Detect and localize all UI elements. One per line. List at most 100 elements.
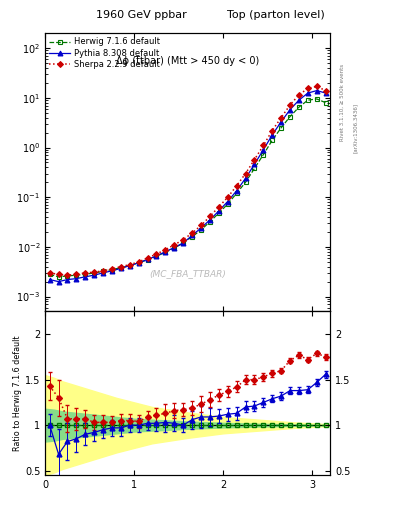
Herwig 7.1.6 default [74, 272, 79, 278]
Sherpa 2.2.9 default [65, 272, 70, 278]
Pythia 8.308 default [297, 97, 301, 103]
Pythia 8.308 default [270, 132, 275, 138]
Pythia 8.308 default [101, 270, 105, 276]
Herwig 7.1.6 default [305, 97, 310, 103]
Sherpa 2.2.9 default [198, 222, 203, 228]
Text: Rivet 3.1.10, ≥ 500k events: Rivet 3.1.10, ≥ 500k events [340, 64, 344, 141]
Line: Herwig 7.1.6 default: Herwig 7.1.6 default [47, 97, 328, 279]
Legend: Herwig 7.1.6 default, Pythia 8.308 default, Sherpa 2.2.9 default: Herwig 7.1.6 default, Pythia 8.308 defau… [48, 36, 161, 70]
Herwig 7.1.6 default [145, 257, 150, 263]
Line: Pythia 8.308 default: Pythia 8.308 default [47, 88, 328, 284]
Sherpa 2.2.9 default [217, 204, 221, 210]
Pythia 8.308 default [234, 188, 239, 194]
Sherpa 2.2.9 default [190, 230, 195, 236]
Pythia 8.308 default [47, 276, 52, 283]
Herwig 7.1.6 default [65, 273, 70, 279]
Pythia 8.308 default [181, 240, 185, 246]
Herwig 7.1.6 default [297, 104, 301, 110]
Sherpa 2.2.9 default [127, 262, 132, 268]
Pythia 8.308 default [74, 275, 79, 282]
Sherpa 2.2.9 default [225, 194, 230, 200]
Sherpa 2.2.9 default [261, 142, 266, 148]
Sherpa 2.2.9 default [163, 247, 168, 253]
Sherpa 2.2.9 default [154, 251, 159, 257]
Text: (MC_FBA_TTBAR): (MC_FBA_TTBAR) [149, 269, 226, 278]
Sherpa 2.2.9 default [110, 266, 114, 272]
Text: [arXiv:1306.3436]: [arXiv:1306.3436] [353, 103, 358, 153]
Pythia 8.308 default [305, 90, 310, 96]
Sherpa 2.2.9 default [270, 127, 275, 134]
Y-axis label: Ratio to Herwig 7.1.6 default: Ratio to Herwig 7.1.6 default [13, 335, 22, 451]
Pythia 8.308 default [119, 265, 123, 271]
Pythia 8.308 default [172, 245, 177, 251]
Herwig 7.1.6 default [56, 274, 61, 280]
Pythia 8.308 default [252, 161, 257, 167]
Sherpa 2.2.9 default [323, 88, 328, 94]
Herwig 7.1.6 default [154, 253, 159, 259]
Herwig 7.1.6 default [323, 100, 328, 106]
Sherpa 2.2.9 default [92, 269, 97, 275]
Herwig 7.1.6 default [190, 233, 195, 240]
Pythia 8.308 default [83, 274, 88, 280]
Herwig 7.1.6 default [47, 271, 52, 278]
Pythia 8.308 default [92, 272, 97, 278]
Herwig 7.1.6 default [92, 270, 97, 276]
Sherpa 2.2.9 default [243, 170, 248, 177]
Herwig 7.1.6 default [198, 227, 203, 233]
Pythia 8.308 default [198, 225, 203, 231]
Sherpa 2.2.9 default [305, 86, 310, 92]
Sherpa 2.2.9 default [56, 271, 61, 278]
Pythia 8.308 default [208, 217, 212, 223]
Pythia 8.308 default [323, 90, 328, 96]
Herwig 7.1.6 default [208, 219, 212, 225]
Pythia 8.308 default [56, 279, 61, 285]
Pythia 8.308 default [314, 88, 319, 94]
Herwig 7.1.6 default [101, 268, 105, 274]
Pythia 8.308 default [154, 253, 159, 259]
Pythia 8.308 default [145, 257, 150, 263]
Sherpa 2.2.9 default [252, 157, 257, 163]
Herwig 7.1.6 default [288, 114, 292, 120]
Herwig 7.1.6 default [110, 266, 114, 272]
Herwig 7.1.6 default [261, 152, 266, 158]
Herwig 7.1.6 default [217, 210, 221, 216]
Text: Top (parton level): Top (parton level) [227, 10, 325, 20]
Pythia 8.308 default [261, 147, 266, 153]
Pythia 8.308 default [163, 249, 168, 255]
Pythia 8.308 default [65, 276, 70, 283]
Herwig 7.1.6 default [163, 249, 168, 255]
Pythia 8.308 default [127, 263, 132, 269]
Herwig 7.1.6 default [127, 263, 132, 269]
Sherpa 2.2.9 default [181, 237, 185, 243]
Herwig 7.1.6 default [136, 260, 141, 266]
Sherpa 2.2.9 default [47, 270, 52, 276]
Text: 1960 GeV ppbar: 1960 GeV ppbar [97, 10, 187, 20]
Pythia 8.308 default [190, 232, 195, 239]
Herwig 7.1.6 default [270, 137, 275, 143]
Sherpa 2.2.9 default [314, 83, 319, 90]
Sherpa 2.2.9 default [145, 255, 150, 261]
Herwig 7.1.6 default [83, 271, 88, 278]
Herwig 7.1.6 default [314, 96, 319, 102]
Sherpa 2.2.9 default [136, 259, 141, 265]
Sherpa 2.2.9 default [119, 264, 123, 270]
Sherpa 2.2.9 default [208, 214, 212, 220]
Pythia 8.308 default [288, 106, 292, 113]
Herwig 7.1.6 default [234, 190, 239, 197]
Pythia 8.308 default [110, 268, 114, 274]
Herwig 7.1.6 default [119, 265, 123, 271]
Sherpa 2.2.9 default [234, 183, 239, 189]
Herwig 7.1.6 default [181, 240, 185, 246]
Sherpa 2.2.9 default [288, 102, 292, 108]
Herwig 7.1.6 default [279, 125, 283, 131]
Herwig 7.1.6 default [243, 179, 248, 185]
Pythia 8.308 default [243, 175, 248, 181]
Text: Δϕ (t̅tbar) (Mtt > 450 dy < 0): Δϕ (t̅tbar) (Mtt > 450 dy < 0) [116, 55, 259, 66]
Sherpa 2.2.9 default [101, 268, 105, 274]
Pythia 8.308 default [279, 119, 283, 125]
Sherpa 2.2.9 default [83, 270, 88, 276]
Herwig 7.1.6 default [225, 201, 230, 207]
Sherpa 2.2.9 default [297, 92, 301, 98]
Herwig 7.1.6 default [252, 165, 257, 172]
Line: Sherpa 2.2.9 default: Sherpa 2.2.9 default [48, 84, 328, 277]
